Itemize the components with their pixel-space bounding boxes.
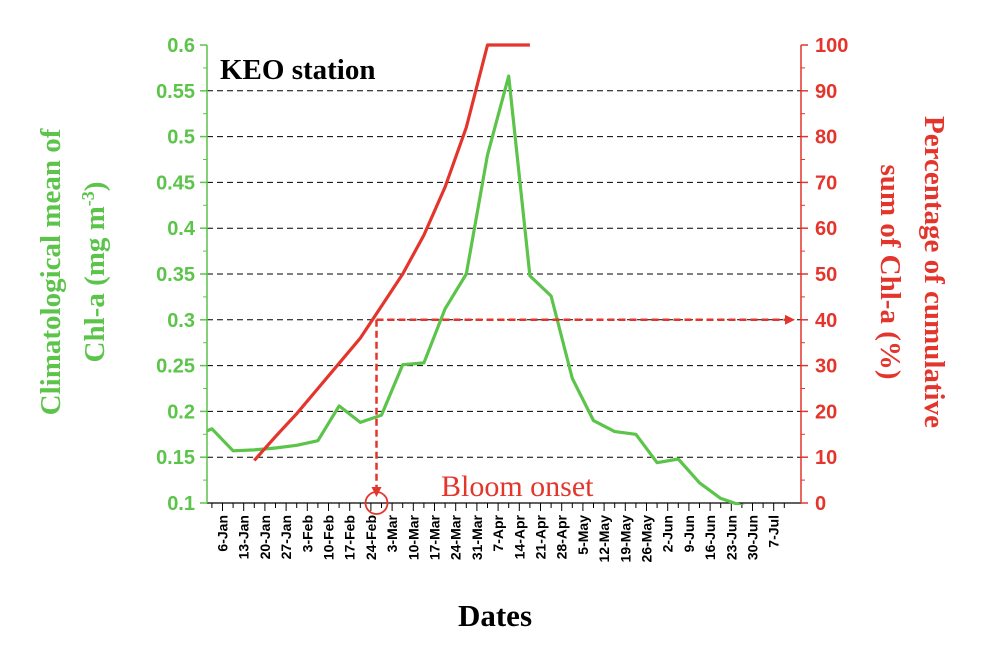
left-tick-label: 0.45 xyxy=(156,172,195,194)
left-tick-label: 0.15 xyxy=(156,447,195,469)
left-axis: 0.1 0.15 0.2 0.25 0.3 0.35 0.4 0.45 0.5 0.55 0.6 xyxy=(156,35,207,515)
x-tick-label: 28-Apr xyxy=(554,514,570,559)
x-tick-label: 23-Jun xyxy=(723,515,739,560)
x-tick-label: 19-May xyxy=(617,515,633,563)
annotation-layer xyxy=(364,314,795,515)
gridlines xyxy=(207,90,801,458)
cumulative-percent-line xyxy=(253,43,530,462)
x-tick-label: 2-Jun xyxy=(660,515,676,552)
right-tick-label: 50 xyxy=(815,264,837,286)
x-tick-label: 9-Jun xyxy=(681,515,697,552)
x-tick-label: 27-Jan xyxy=(278,515,294,559)
x-tick-label: 10-Mar xyxy=(405,514,421,560)
x-tick-label: 21-Apr xyxy=(533,514,549,559)
x-tick-label: 10-Feb xyxy=(321,515,337,560)
left-tick-label: 0.4 xyxy=(167,218,196,240)
x-tick-label: 5-May xyxy=(575,515,591,555)
right-axis-title: Percentage of cumulative sum of Chl-a (%… xyxy=(874,116,950,428)
bloom-onset-label: Bloom onset xyxy=(441,470,594,503)
x-tick-label: 13-Jan xyxy=(236,515,252,559)
left-tick-label: 0.6 xyxy=(167,35,195,57)
right-tick-label: 60 xyxy=(815,218,837,240)
left-tick-label: 0.35 xyxy=(156,264,195,286)
left-tick-label: 0.3 xyxy=(167,310,195,332)
x-axis: 6-Jan 13-Jan 20-Jan 27-Jan 3-Feb 10-Feb 17-Feb… xyxy=(211,503,785,563)
x-tick-label: 20-Jan xyxy=(257,515,273,559)
right-tick-label: 70 xyxy=(815,172,837,194)
right-tick-label: 90 xyxy=(815,81,837,103)
right-tick-label: 80 xyxy=(815,127,837,149)
chart-title: KEO station xyxy=(220,54,376,86)
right-tick-label: 10 xyxy=(815,447,837,469)
x-tick-label: 17-Mar xyxy=(427,514,443,560)
x-tick-label: 31-Mar xyxy=(469,514,485,560)
left-axis-title-superscript: -3 xyxy=(78,191,98,206)
right-tick-label: 20 xyxy=(815,401,837,423)
right-tick-label: 40 xyxy=(815,310,837,332)
x-tick-label: 16-Jun xyxy=(702,515,718,560)
left-tick-label: 0.55 xyxy=(156,81,195,103)
x-axis-title: Dates xyxy=(458,598,532,633)
left-axis-title-line1: Climatological mean of xyxy=(35,128,67,415)
left-tick-label: 0.1 xyxy=(167,493,195,515)
bloom-onset-circle xyxy=(364,491,389,515)
x-tick-label: 30-Jun xyxy=(745,515,761,560)
x-tick-label: 3-Feb xyxy=(299,515,315,552)
right-tick-label: 30 xyxy=(815,356,837,378)
x-tick-label: 17-Feb xyxy=(342,515,358,560)
left-axis-title-prefix: Chl-a (mg m xyxy=(79,206,111,362)
x-tick-label: 24-Feb xyxy=(363,515,379,560)
right-tick-label: 0 xyxy=(815,493,826,515)
x-tick-label: 7-Jul xyxy=(766,515,782,548)
right-axis-title-line2: sum of Chl-a (%) xyxy=(874,164,906,379)
left-axis-title-line2: Chl-a (mg m-3) xyxy=(78,182,111,363)
x-tick-label: 7-Apr xyxy=(490,514,506,551)
left-axis-title-suffix: ) xyxy=(79,182,111,192)
left-tick-label: 0.25 xyxy=(156,356,195,378)
x-tick-label: 6-Jan xyxy=(215,515,231,552)
left-axis-title: Climatological mean of Chl-a (mg m-3) xyxy=(35,128,111,415)
x-tick-label: 3-Mar xyxy=(384,514,400,552)
x-tick-label: 14-Apr xyxy=(511,514,527,559)
x-tick-label: 24-Mar xyxy=(448,514,464,560)
right-axis-title-line1: Percentage of cumulative xyxy=(918,116,950,428)
right-axis: 0 10 20 30 40 50 60 70 80 90 100 xyxy=(801,35,848,515)
right-tick-label: 100 xyxy=(815,35,848,57)
x-tick-label: 12-May xyxy=(596,515,612,563)
series-layer xyxy=(207,43,746,505)
x-tick-label: 26-May xyxy=(639,515,655,563)
chl-mean-line xyxy=(207,74,746,505)
left-tick-label: 0.5 xyxy=(167,127,195,149)
left-tick-label: 0.2 xyxy=(167,401,195,423)
